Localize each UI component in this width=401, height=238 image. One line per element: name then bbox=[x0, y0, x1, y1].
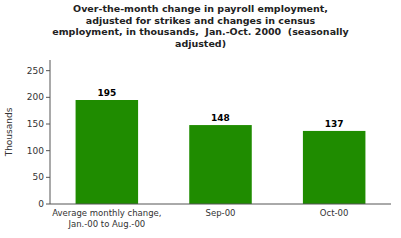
y-tick-label: 200 bbox=[27, 92, 44, 102]
y-tick-label: 250 bbox=[27, 66, 44, 76]
bars bbox=[76, 100, 366, 204]
y-tick-label: 0 bbox=[38, 199, 44, 209]
y-tick bbox=[46, 124, 50, 125]
x-tick-label-line: Sep-00 bbox=[206, 208, 236, 218]
x-tick-label-line: Oct-00 bbox=[320, 208, 349, 218]
y-tick bbox=[46, 177, 50, 178]
title-line: Over-the-month change in payroll employm… bbox=[73, 3, 328, 14]
chart-container: Over-the-month change in payroll employm… bbox=[0, 0, 401, 238]
x-axis: Average monthly change,Jan.-00 to Aug.-0… bbox=[50, 204, 391, 229]
data-labels: 195 148 137 bbox=[97, 88, 343, 129]
data-label: 195 bbox=[97, 88, 116, 98]
x-tick-label-line: Average monthly change, bbox=[52, 208, 161, 218]
y-tick bbox=[46, 70, 50, 71]
x-axis-line bbox=[50, 204, 391, 205]
data-label: 148 bbox=[211, 113, 230, 123]
y-tick bbox=[46, 150, 50, 151]
chart-svg: Over-the-month change in payroll employm… bbox=[0, 0, 401, 238]
bar bbox=[189, 125, 252, 204]
y-axis: 0 50 100 150 200 250 bbox=[27, 60, 50, 209]
title-line: employment, in thousands, Jan.-Oct. 2000… bbox=[52, 26, 349, 37]
x-tick-label-line: Jan.-00 to Aug.-00 bbox=[67, 219, 145, 229]
y-tick bbox=[46, 97, 50, 98]
y-axis-label: Thousands bbox=[4, 107, 14, 157]
title: Over-the-month change in payroll employm… bbox=[52, 3, 349, 49]
y-axis-line bbox=[50, 60, 51, 204]
y-tick-label: 50 bbox=[33, 172, 45, 182]
y-tick-label: 100 bbox=[27, 146, 44, 156]
y-tick-label: 150 bbox=[27, 119, 44, 129]
title-line: adjusted for strikes and changes in cens… bbox=[86, 15, 316, 26]
title-line: adjusted) bbox=[175, 38, 226, 49]
y-tick bbox=[46, 204, 50, 205]
x-tick-label: Average monthly change,Jan.-00 to Aug.-0… bbox=[52, 208, 161, 229]
data-label: 137 bbox=[325, 119, 344, 129]
x-tick-label: Sep-00 bbox=[206, 208, 236, 218]
bar bbox=[76, 100, 139, 204]
x-tick-label: Oct-00 bbox=[320, 208, 349, 218]
bar bbox=[303, 131, 366, 204]
